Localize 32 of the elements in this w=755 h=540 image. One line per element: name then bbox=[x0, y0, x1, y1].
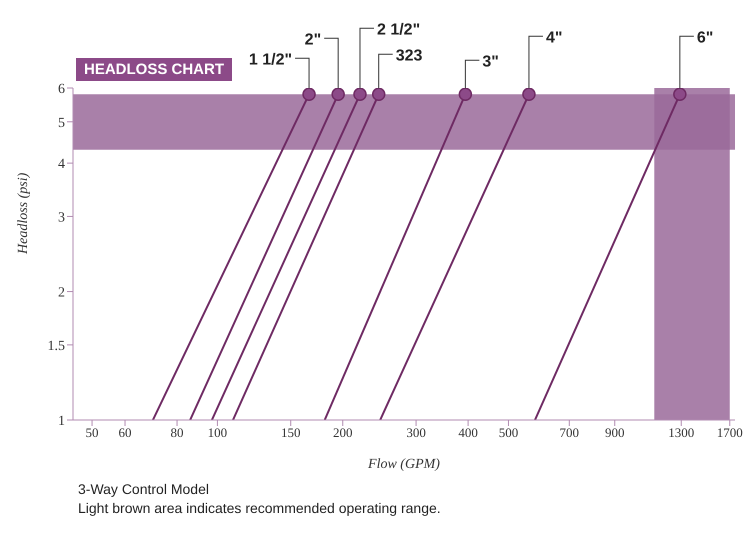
series-label: 3" bbox=[482, 53, 499, 70]
x-tick-label: 400 bbox=[458, 425, 478, 440]
x-tick-label: 200 bbox=[333, 425, 352, 440]
y-axis-title: Headloss (psi) bbox=[16, 172, 31, 255]
x-tick-label: 50 bbox=[86, 425, 99, 440]
x-tick-label: 100 bbox=[208, 425, 228, 440]
y-tick-label: 6 bbox=[58, 82, 65, 97]
text: 2" bbox=[304, 31, 322, 48]
y-tick-label: 3 bbox=[58, 210, 65, 226]
y-tick-label: 5 bbox=[58, 116, 65, 131]
x-axis-title: Flow (GPM) bbox=[367, 457, 440, 472]
y-tick-label: 4 bbox=[58, 157, 65, 172]
x-tick-label: 80 bbox=[170, 425, 184, 440]
text: 6" bbox=[696, 29, 714, 46]
y-tick-label: 2 bbox=[58, 286, 65, 301]
chart-title: HEADLOSS CHART bbox=[76, 58, 232, 81]
x-tick-label: 300 bbox=[406, 425, 426, 440]
x-tick-label: 1300 bbox=[668, 425, 694, 440]
text: 4" bbox=[546, 29, 562, 46]
x-tick-label: 1700 bbox=[716, 425, 743, 440]
text: 3-Way Control Model bbox=[78, 480, 210, 499]
text: 2 1/2" bbox=[376, 21, 420, 38]
x-tick-label: 60 bbox=[118, 425, 132, 440]
y-tick-label: 1 bbox=[58, 414, 65, 429]
series-label: 1 1/2" bbox=[248, 51, 292, 68]
x-tick-label: 900 bbox=[604, 425, 624, 440]
x-tick-label: 150 bbox=[280, 425, 300, 440]
y-tick-label: 1.5 bbox=[48, 338, 65, 354]
text: Light brown area indicates recommended operating range. bbox=[78, 499, 442, 518]
x-tick-label: 500 bbox=[498, 425, 518, 440]
series-label: 323 bbox=[396, 47, 423, 64]
x-tick-label: 700 bbox=[560, 425, 580, 440]
